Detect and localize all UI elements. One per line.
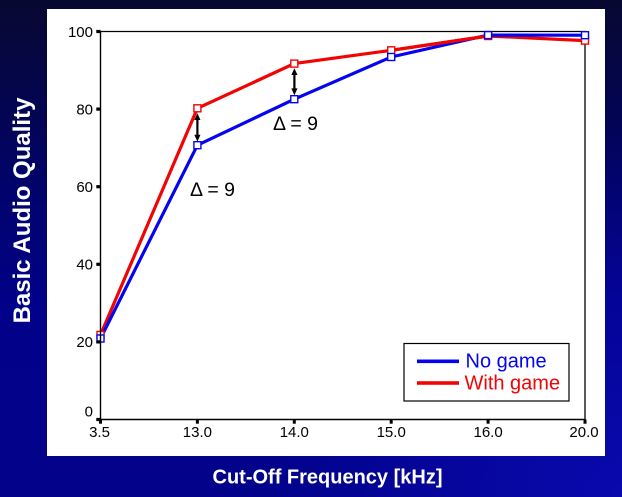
svg-text:20: 20 <box>76 334 93 351</box>
svg-text:With game: With game <box>465 372 561 394</box>
svg-text:40: 40 <box>76 257 93 274</box>
svg-text:20.0: 20.0 <box>569 424 598 441</box>
svg-text:0: 0 <box>85 404 93 421</box>
svg-text:3.5: 3.5 <box>89 424 110 441</box>
svg-text:14.0: 14.0 <box>280 424 309 441</box>
svg-text:Δ = 9: Δ = 9 <box>273 113 318 135</box>
svg-text:100: 100 <box>68 24 93 41</box>
svg-text:15.0: 15.0 <box>377 424 406 441</box>
svg-text:Cut-Off Frequency [kHz]: Cut-Off Frequency [kHz] <box>213 467 443 489</box>
svg-text:13.0: 13.0 <box>183 424 212 441</box>
svg-text:No game: No game <box>466 350 547 372</box>
svg-text:60: 60 <box>76 179 93 196</box>
svg-text:Basic Audio Quality: Basic Audio Quality <box>9 97 36 323</box>
svg-text:Δ = 9: Δ = 9 <box>190 179 235 201</box>
svg-text:80: 80 <box>76 101 93 118</box>
svg-text:16.0: 16.0 <box>473 424 502 441</box>
